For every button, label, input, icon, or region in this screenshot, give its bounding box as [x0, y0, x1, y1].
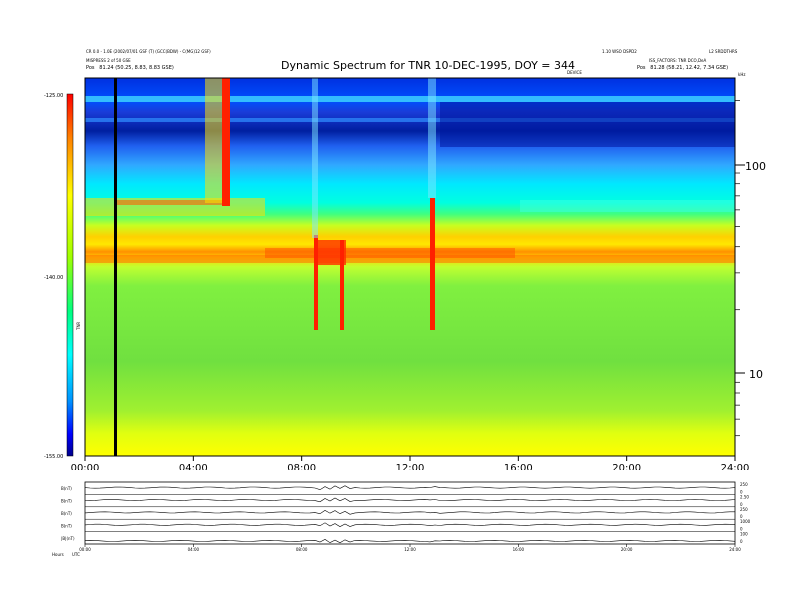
footer-left: Hours: [52, 552, 64, 557]
plasma-line: [85, 255, 735, 263]
footer-right: UTC: [72, 552, 80, 557]
burst-vertical-1-halo: [205, 78, 222, 203]
cyan-band-2: [85, 118, 735, 122]
xtick-label: 16:00: [504, 463, 533, 470]
burst-vertical-2a: [314, 235, 318, 330]
header-right-pos: Pos 81.28 (58.21, 12.42, 7.34 GSE): [637, 66, 728, 71]
burst-vertical-3: [430, 198, 435, 330]
mag-trace: [84, 522, 736, 527]
mag-trace: [84, 497, 736, 503]
dark-region: [440, 102, 735, 147]
upper-cyan-right: [520, 200, 735, 212]
header-left-line2: MISPRESS 2 of 50 GSE: [86, 58, 131, 63]
spectrogram-panel: -125.00 -140.00 -155.00 TNR kHz 100 10 0…: [44, 72, 766, 470]
mag-rows: B(nT)2500B(nT)2.500B(nT)2500B(nT)10000|B…: [61, 482, 751, 544]
header-right-line1b: L2 SRDDTHRS: [709, 49, 738, 54]
burst-vertical-1: [222, 78, 230, 206]
colorbar-tick-top: -125.00: [44, 93, 63, 99]
xtick-label: 24:00: [721, 463, 750, 470]
mag-xtick-label: 08:00: [296, 547, 308, 552]
mag-right-tick: 250: [740, 507, 748, 512]
ytick-label-100: 100: [745, 160, 766, 173]
page-title: Dynamic Spectrum for TNR 10-DEC-1995, DO…: [281, 59, 575, 72]
pos-value-right: 81.28 (58.21, 12.42, 7.34 GSE): [650, 65, 729, 71]
mag-right-tick: 0: [740, 489, 743, 494]
mag-xtick-label: 12:00: [404, 547, 416, 552]
plasma-line-center: [265, 248, 515, 258]
xtick-label: 04:00: [179, 463, 208, 470]
xtick-group: 00:00 04:00 08:00 12:00 16:00 20:00 24:00: [71, 456, 750, 470]
mag-trace: [84, 539, 736, 544]
colorbar: [66, 93, 74, 457]
burst-vertical-2c: [340, 240, 344, 330]
mag-frame: [84, 481, 736, 545]
mag-right-tick: 0: [740, 527, 743, 532]
mag-right-tick: 0: [740, 539, 743, 544]
mag-row-label: |B|(nT): [61, 536, 75, 541]
pos-value: 81.24 (50.25, 8.83, 8.83 GSE): [99, 65, 174, 71]
mag-right-tick: 0: [740, 502, 743, 507]
upper-band-left-red: [115, 200, 230, 205]
xtick-label: 00:00: [71, 463, 100, 470]
header-left-line1: CR 0.0 - 1.0E (2002/07/01 GSF (T) (GCC(B…: [86, 49, 211, 54]
mag-right-tick: 1000: [740, 519, 751, 524]
header-center-small: DEVICE: [567, 70, 582, 75]
burst-vertical-2d: [312, 78, 318, 238]
mag-row-label: B(nT): [61, 511, 72, 516]
colorbar-tick-mid: -140.00: [44, 275, 63, 281]
xtick-label: 08:00: [287, 463, 316, 470]
magnetometer-panels: B(nT)2500B(nT)2.500B(nT)2500B(nT)10000|B…: [52, 481, 751, 557]
mag-trace: [84, 485, 736, 491]
cyan-band: [85, 96, 735, 102]
mag-right-tick: 250: [740, 482, 748, 487]
colorbar-tick-bottom: -155.00: [44, 454, 63, 460]
mag-row-label: B(nT): [61, 499, 72, 504]
mag-xtick-label: 24:00: [729, 547, 741, 552]
pos-label: Pos: [86, 65, 95, 71]
mag-xtick-label: 16:00: [513, 547, 525, 552]
header-right-line2: ISS_FACTORS: TNR DCO,DeA: [649, 58, 707, 63]
mag-xtick-label: 20:00: [621, 547, 633, 552]
mag-right-tick: 2.50: [740, 494, 749, 499]
pos-label-right: Pos: [637, 65, 646, 71]
mag-row-label: B(nT): [61, 523, 72, 528]
burst-vertical-3-top: [428, 78, 436, 198]
xtick-label: 12:00: [396, 463, 425, 470]
data-gap-line: [114, 78, 117, 456]
xtick-label: 20:00: [612, 463, 641, 470]
ytick-minor-group: [735, 100, 740, 437]
mag-xtick-label: 00:00: [79, 547, 91, 552]
mag-right-tick: 0: [740, 514, 743, 519]
colorbar-label: TNR: [76, 322, 81, 331]
mag-xtick-label: 04:00: [188, 547, 200, 552]
header-left-pos: Pos 81.24 (50.25, 8.83, 8.83 GSE): [86, 66, 174, 71]
freq-unit: kHz: [738, 72, 745, 77]
header-right-line1: 1.10 WSO DSPD2: [602, 49, 637, 54]
mag-row-label: B(nT): [61, 486, 72, 491]
mag-xticks: 00:00 04:00 08:00 12:00 16:00 20:00 24:00: [79, 544, 741, 552]
mag-trace: [84, 510, 735, 515]
ytick-label-10: 10: [749, 368, 763, 381]
mag-right-tick: 100: [740, 532, 748, 537]
